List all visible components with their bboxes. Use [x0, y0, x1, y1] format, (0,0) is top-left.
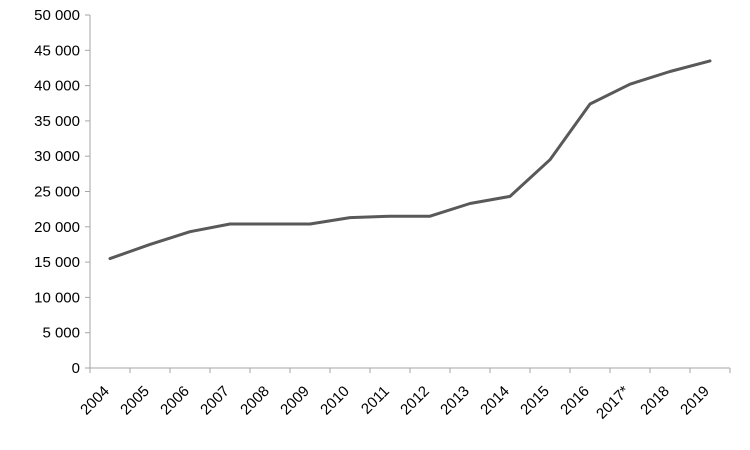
- x-axis-tick-label: 2012: [397, 383, 433, 419]
- x-axis-tick-label: 2005: [117, 383, 153, 419]
- y-axis-tick-label: 45 000: [34, 42, 80, 59]
- x-axis-tick-label: 2011: [358, 383, 393, 418]
- y-axis-tick-label: 15 000: [34, 254, 80, 271]
- x-axis-tick-label: 2008: [237, 383, 273, 419]
- y-axis-tick-label: 5 000: [42, 325, 80, 342]
- y-axis-tick-label: 35 000: [34, 113, 80, 130]
- x-axis-tick-label: 2009: [277, 383, 313, 419]
- y-axis-tick-label: 50 000: [34, 7, 80, 24]
- y-axis-tick-label: 30 000: [34, 148, 80, 165]
- x-axis-tick-label: 2014: [477, 383, 513, 419]
- y-axis-tick-label: 10 000: [34, 289, 80, 306]
- x-axis-tick-label: 2007: [197, 383, 233, 419]
- y-axis-tick-label: 0: [72, 360, 80, 377]
- x-axis-tick-label: 2016: [557, 383, 593, 419]
- x-axis-tick-label: 2017*: [593, 383, 633, 423]
- y-axis-tick-label: 40 000: [34, 78, 80, 95]
- x-axis-tick-label: 2018: [637, 383, 673, 419]
- x-axis-tick-label: 2015: [517, 383, 553, 419]
- x-axis-tick-label: 2013: [437, 383, 473, 419]
- x-axis-tick-label: 2019: [677, 383, 713, 419]
- y-axis-tick-label: 25 000: [34, 184, 80, 201]
- x-axis-tick-label: 2010: [317, 383, 353, 419]
- x-axis-tick-label: 2006: [157, 383, 193, 419]
- y-axis-tick-label: 20 000: [34, 219, 80, 236]
- x-axis-tick-label: 2004: [77, 383, 113, 419]
- data-series-line: [108, 59, 712, 261]
